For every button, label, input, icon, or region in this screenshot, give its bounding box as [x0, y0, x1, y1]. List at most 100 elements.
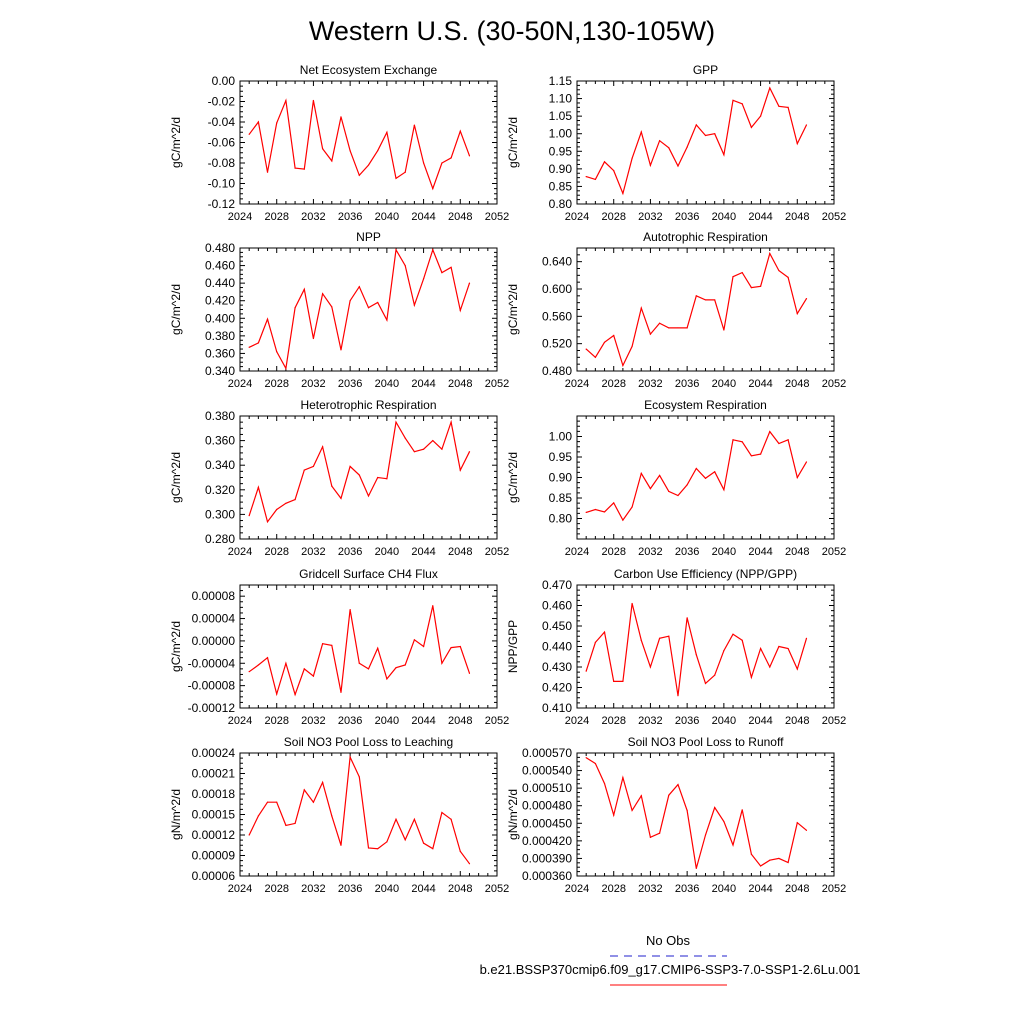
y-tick-label: 0.340	[205, 458, 235, 472]
x-tick-label: 2024	[565, 883, 589, 895]
data-point	[395, 177, 397, 179]
data-point	[594, 762, 596, 765]
y-axis-label: NPP/GPP	[506, 620, 520, 673]
x-tick-label: 2040	[375, 883, 399, 895]
data-point	[796, 313, 798, 315]
data-point	[695, 467, 697, 470]
x-tick-label: 2028	[264, 211, 288, 223]
data-point	[468, 672, 471, 674]
x-tick-label: 2044	[748, 883, 772, 895]
x-tick-label: 2052	[485, 378, 509, 390]
x-tick-label: 2040	[375, 211, 399, 223]
x-tick-label: 2024	[228, 883, 252, 895]
y-tick-label: 0.380	[205, 409, 235, 423]
data-point	[285, 824, 287, 827]
data-point	[386, 478, 388, 480]
data-point	[377, 647, 379, 649]
data-point	[349, 609, 351, 611]
data-point	[349, 465, 351, 468]
data-point	[266, 171, 269, 173]
x-tick-label: 2048	[785, 211, 809, 223]
x-tick-label: 2044	[748, 211, 772, 223]
data-point	[450, 266, 452, 268]
data-point	[732, 439, 734, 441]
x-tick-label: 2052	[822, 378, 846, 390]
data-point	[805, 637, 808, 639]
data-point	[367, 668, 370, 670]
data-point	[585, 175, 587, 178]
x-tick-label: 2052	[822, 211, 846, 223]
data-point	[741, 639, 743, 641]
y-tick-label: 0.420	[205, 294, 235, 308]
x-tick-label: 2040	[375, 378, 399, 390]
data-point	[603, 341, 606, 343]
panel-1: Net Ecosystem Exchange gC/m^2/d 2024 2028 20…	[169, 63, 509, 223]
x-tick-label: 2048	[448, 378, 472, 390]
data-point	[640, 795, 642, 797]
data-point	[340, 349, 342, 351]
data-point	[714, 806, 716, 809]
data-point	[285, 502, 287, 504]
data-point	[395, 818, 397, 820]
data-point	[331, 306, 333, 308]
data-point	[787, 861, 789, 864]
x-tick-label: 2044	[411, 546, 435, 558]
data-point	[631, 602, 633, 605]
data-point	[312, 337, 315, 340]
y-tick-label: 0.380	[205, 329, 235, 343]
y-tick-label: -0.00012	[188, 701, 236, 715]
data-point	[450, 647, 452, 649]
panel-title: GPP	[693, 63, 718, 77]
y-tick-label: -0.04	[208, 115, 236, 129]
data-point	[741, 441, 743, 443]
data-point	[276, 801, 278, 803]
data-point	[322, 148, 324, 150]
data-point	[787, 439, 789, 441]
y-tick-label: 0.280	[205, 532, 235, 546]
y-tick-label: 0.000570	[522, 746, 572, 760]
data-point	[331, 160, 333, 162]
y-tick-label: 0.460	[542, 599, 572, 613]
data-point	[266, 657, 269, 659]
data-point	[622, 519, 624, 521]
data-point	[805, 829, 808, 831]
x-tick-label: 2024	[565, 378, 589, 390]
data-point	[468, 451, 471, 453]
data-point	[349, 756, 351, 758]
data-point	[704, 299, 707, 301]
data-point	[622, 192, 624, 195]
y-tick-label: 1.00	[549, 127, 573, 141]
data-point	[677, 695, 679, 697]
data-point	[622, 777, 624, 779]
data-point	[668, 490, 670, 493]
data-point	[358, 174, 360, 176]
data-point	[432, 605, 434, 607]
y-tick-label: -0.06	[208, 136, 236, 150]
data-point	[441, 162, 443, 164]
data-point	[404, 839, 406, 841]
data-point	[649, 836, 652, 838]
figure-title: Western U.S. (30-50N,130-105W)	[309, 16, 715, 46]
data-point	[422, 162, 425, 164]
x-tick-label: 2044	[748, 715, 772, 727]
x-tick-label: 2036	[338, 883, 362, 895]
panel-7: Gridcell Surface CH4 Flux gC/m^2/d 2024 202…	[169, 567, 509, 727]
data-point	[340, 691, 342, 693]
data-point	[649, 666, 652, 668]
x-tick-label: 2048	[785, 883, 809, 895]
data-point	[285, 662, 287, 664]
y-tick-label: -0.08	[208, 156, 236, 170]
data-point	[395, 421, 397, 423]
x-tick-label: 2052	[485, 211, 509, 223]
data-point	[759, 865, 762, 867]
x-tick-label: 2036	[338, 211, 362, 223]
y-tick-label: 0.000360	[522, 869, 572, 883]
y-tick-label: 0.00008	[192, 589, 236, 603]
data-point	[732, 99, 734, 101]
data-point	[386, 319, 388, 321]
data-point	[285, 99, 287, 102]
x-tick-label: 2028	[601, 883, 625, 895]
y-tick-label: 0.480	[205, 241, 235, 255]
data-point	[805, 297, 808, 300]
data-point	[395, 667, 397, 669]
